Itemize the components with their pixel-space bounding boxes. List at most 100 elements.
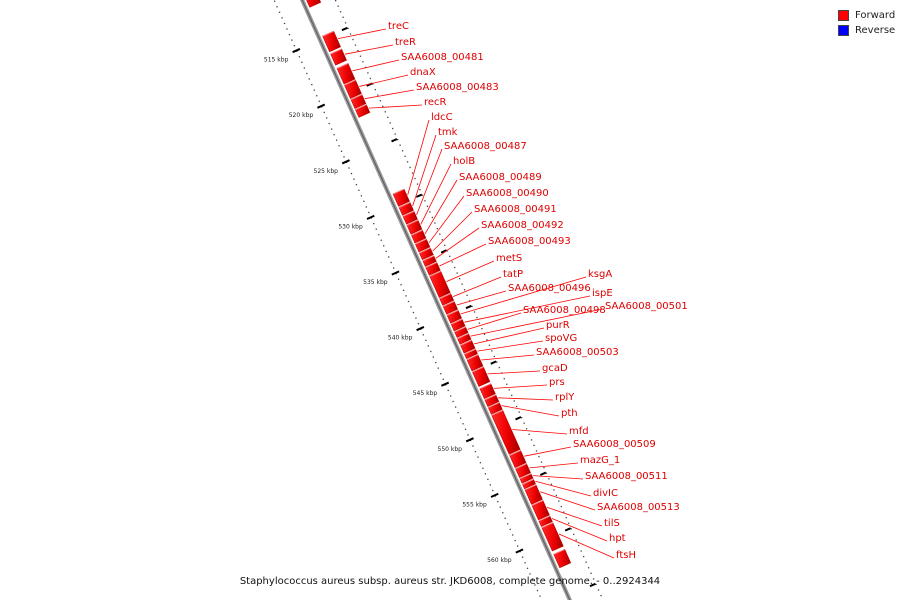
- gene-SAA6008_00513[interactable]: [524, 484, 543, 505]
- gene-ldcC[interactable]: [392, 188, 410, 207]
- gene-label-recR[interactable]: recR: [368, 97, 447, 109]
- gene-label-pth[interactable]: pth: [501, 405, 578, 419]
- gene-label-SAA6008_00491[interactable]: SAA6008_00491: [432, 204, 557, 252]
- gene-ksgA[interactable]: [446, 309, 462, 324]
- gene-SAA6008_00491[interactable]: [418, 247, 434, 261]
- gene-SAA6008_00511[interactable]: [519, 473, 534, 484]
- track-tick: [440, 249, 448, 254]
- leader-line: [432, 211, 473, 252]
- gene-SAA6008_00496[interactable]: [442, 301, 459, 315]
- gene-label-ispE[interactable]: ispE: [464, 288, 613, 323]
- gene-label-SAA6008_00501[interactable]: SAA6008_00501: [470, 301, 688, 337]
- gene-SAA6008_00483[interactable]: [350, 94, 367, 109]
- gene-label-SAA6008_00513[interactable]: SAA6008_00513: [539, 491, 680, 513]
- gene-gcaD[interactable]: [472, 366, 491, 387]
- gene-spoVG[interactable]: [464, 348, 478, 360]
- gene-label-rplY[interactable]: rplY: [498, 392, 575, 403]
- gene-SAA6008_00498[interactable]: [454, 326, 469, 338]
- gene-SAA6008_00501[interactable]: [457, 333, 472, 345]
- gene-label-dnaX[interactable]: dnaX: [359, 67, 436, 87]
- gene-dnaX[interactable]: [344, 79, 362, 99]
- gene-label-spoVG[interactable]: spoVG: [477, 333, 577, 352]
- gene-SAA6008_00492[interactable]: [422, 255, 437, 267]
- gene-label-text: SAA6008_00489: [459, 172, 542, 183]
- legend-reverse-row: Reverse: [838, 23, 895, 38]
- leader-line: [558, 533, 615, 559]
- gene-label-mazG_1[interactable]: mazG_1: [529, 455, 620, 469]
- gene-tilS[interactable]: [531, 500, 550, 521]
- gene-SAA6008_00503[interactable]: [466, 354, 484, 372]
- gene-label-treR[interactable]: treR: [344, 37, 416, 55]
- ruler-tick-label: 555 kbp: [462, 501, 487, 508]
- gene-ftsH[interactable]: [541, 522, 564, 552]
- gene-purR[interactable]: [460, 339, 476, 354]
- gene-label-SAA6008_00489[interactable]: SAA6008_00489: [424, 172, 542, 234]
- leader-line: [532, 475, 584, 480]
- gene-label-prs[interactable]: prs: [493, 377, 565, 389]
- gene-holB[interactable]: [406, 219, 423, 235]
- gene-label-SAA6008_00490[interactable]: SAA6008_00490: [428, 188, 549, 243]
- gene-treR[interactable]: [330, 48, 347, 66]
- gene-mazG_1[interactable]: [515, 463, 531, 479]
- gene-upstream-partial[interactable]: [301, 0, 322, 8]
- leader-line: [551, 518, 608, 542]
- gene-SAA6008_00481[interactable]: [336, 63, 356, 85]
- gene-hpt[interactable]: [538, 515, 553, 527]
- gene-label-text: pth: [561, 408, 578, 419]
- gene-prs[interactable]: [479, 383, 496, 400]
- gene-label-text: mfd: [569, 426, 589, 437]
- gene-divIC[interactable]: [522, 478, 536, 490]
- gene-rplY[interactable]: [484, 394, 500, 407]
- gene-label-purR[interactable]: purR: [474, 320, 570, 345]
- gene-label-SAA6008_00496[interactable]: SAA6008_00496: [456, 283, 591, 306]
- gene-label-text: SAA6008_00491: [474, 204, 557, 215]
- leader-line: [467, 312, 522, 330]
- gene-label-text: SAA6008_00492: [481, 220, 564, 231]
- gene-pth[interactable]: [487, 402, 503, 415]
- gene-tatP[interactable]: [439, 293, 455, 306]
- gene-label-ksgA[interactable]: ksgA: [460, 269, 613, 315]
- gene-label-divIC[interactable]: divIC: [535, 480, 618, 499]
- legend-forward-label: Forward: [855, 10, 896, 21]
- gene-label-hpt[interactable]: hpt: [551, 518, 626, 544]
- gene-SAA6008_00490[interactable]: [415, 238, 431, 253]
- gene-label-text: prs: [549, 377, 565, 388]
- gene-label-treC[interactable]: treC: [337, 21, 409, 40]
- ruler-tick-label: 515 kbp: [264, 57, 289, 64]
- gene-SAA6008_00489[interactable]: [411, 229, 427, 244]
- gene-SAA6008_00487[interactable]: [402, 210, 418, 225]
- gene-label-text: ksgA: [588, 269, 612, 280]
- gene-ispE[interactable]: [450, 318, 466, 332]
- gene-label-SAA6008_00483[interactable]: SAA6008_00483: [364, 82, 499, 100]
- gene-label-ftsH[interactable]: ftsH: [558, 533, 636, 561]
- gene-label-SAA6008_00493[interactable]: SAA6008_00493: [439, 236, 571, 267]
- gene-label-gcaD[interactable]: gcaD: [487, 363, 568, 375]
- gene-label-SAA6008_00487[interactable]: SAA6008_00487: [416, 141, 527, 216]
- gene-downstream-partial[interactable]: [553, 548, 572, 569]
- ruler-tick-label: 520 kbp: [289, 112, 314, 119]
- gene-metS[interactable]: [429, 270, 451, 298]
- gene-label-SAA6008_00503[interactable]: SAA6008_00503: [481, 347, 619, 361]
- gene-label-ldcC[interactable]: ldcC: [407, 112, 453, 195]
- leader-line: [446, 260, 495, 282]
- gene-label-SAA6008_00481[interactable]: SAA6008_00481: [352, 52, 484, 72]
- track-tick: [490, 360, 497, 365]
- gene-label-text: treR: [395, 37, 416, 48]
- gene-label-SAA6008_00492[interactable]: SAA6008_00492: [435, 220, 564, 259]
- gene-treC[interactable]: [322, 30, 341, 53]
- gene-label-text: holB: [453, 156, 475, 167]
- gene-SAA6008_00509[interactable]: [509, 450, 527, 468]
- gene-label-tmk[interactable]: tmk: [412, 127, 458, 207]
- gene-label-tilS[interactable]: tilS: [546, 506, 620, 529]
- gene-label-metS[interactable]: metS: [446, 253, 522, 282]
- gene-label-SAA6008_00498[interactable]: SAA6008_00498: [467, 305, 606, 330]
- gene-label-tatP[interactable]: tatP: [452, 269, 523, 297]
- gene-mfd[interactable]: [491, 409, 521, 455]
- gene-SAA6008_00493[interactable]: [425, 262, 441, 276]
- gene-label-SAA6008_00511[interactable]: SAA6008_00511: [532, 471, 668, 482]
- gene-recR[interactable]: [355, 104, 371, 118]
- gene-label-mfd[interactable]: mfd: [512, 426, 589, 437]
- gene-tmk[interactable]: [398, 202, 414, 216]
- gene-label-SAA6008_00509[interactable]: SAA6008_00509: [524, 439, 656, 457]
- gene-label-holB[interactable]: holB: [420, 156, 475, 225]
